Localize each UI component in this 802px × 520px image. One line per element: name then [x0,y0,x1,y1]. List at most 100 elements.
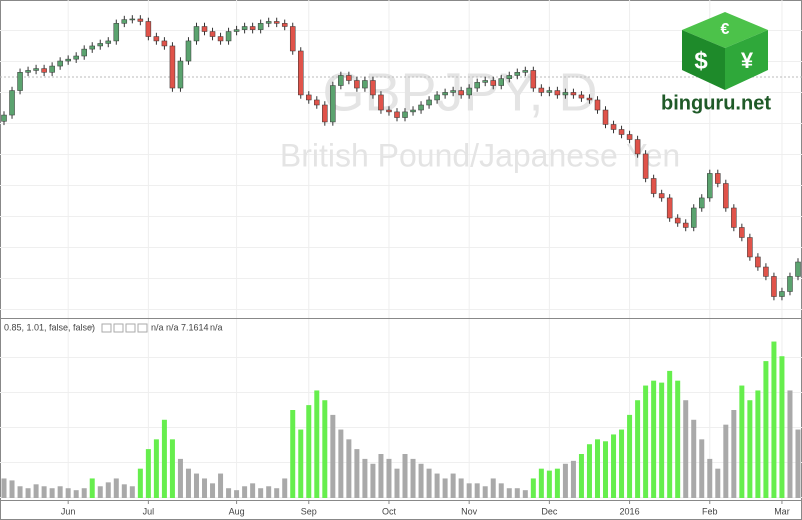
candle-body [530,70,537,89]
icon[interactable] [137,323,148,333]
candle-body [193,26,200,42]
icon[interactable] [113,323,124,333]
histogram-bar [274,488,280,498]
candle-body [161,40,168,47]
candle-body [330,85,336,123]
candle-body [666,197,673,219]
candle-body [370,80,376,96]
histogram-bar [97,486,103,498]
histogram-bar [105,482,111,498]
candle-body [394,111,400,118]
candle-body [378,94,384,111]
candle-body [201,26,208,32]
candle-body [779,291,785,297]
candle-body [129,18,136,21]
histogram-bar [426,468,432,498]
x-tick-label: Dec [541,506,558,516]
histogram-bar [594,439,600,498]
candle-body [153,36,160,42]
dropdown-arrow[interactable]: ▾ [89,323,93,332]
candle-body [771,276,777,297]
candle-body [434,94,440,101]
candle-body [795,261,801,277]
histogram-bar [562,463,568,498]
candle-body [265,21,272,24]
candle-body [490,80,496,86]
candle-body [233,29,240,32]
histogram-bar [466,483,472,498]
candle-body [618,129,625,135]
candle-body [89,45,95,50]
histogram-bar [490,478,496,498]
histogram-bar [89,478,95,498]
candle-body [707,173,713,199]
histogram-bar [314,390,320,498]
histogram-bar [450,473,456,498]
candle-body [482,80,488,83]
candle-body [402,111,408,118]
candle-body [225,31,232,42]
candle-body [634,139,641,155]
histogram-bar [586,444,592,498]
candle-body [81,48,87,57]
histogram-bar [370,463,376,498]
candle-body [281,23,288,27]
histogram-bar [290,410,296,498]
candle-body [450,90,456,93]
x-tick-label: Jun [61,506,76,516]
icon[interactable] [101,323,112,333]
histogram-bar [49,488,55,498]
histogram-bar [330,414,336,498]
candle-body [594,99,601,111]
histogram-bar [731,410,737,498]
candle-body [33,68,39,71]
candle-body [298,50,304,96]
histogram-bar [362,458,368,498]
candle-body [731,207,737,228]
candle-body [426,99,432,106]
histogram-bar [458,478,464,498]
histogram-bar [386,458,392,498]
histogram-bar [474,483,480,498]
candle-body [185,40,192,62]
icon[interactable] [125,323,136,333]
histogram-bar [707,458,713,498]
histogram-bar [33,484,39,498]
histogram-bar [522,490,528,498]
histogram-bar [530,478,536,498]
histogram-bar [234,490,240,498]
candle-body [715,173,721,184]
histogram-bar [322,400,328,498]
histogram-bar [9,480,15,498]
histogram-bar [683,400,689,498]
histogram-bar [346,439,352,498]
histogram-bar [619,429,625,498]
candle-body [458,90,464,96]
candle-body [257,23,264,30]
histogram-bar [739,385,745,498]
histogram-bar [73,490,79,498]
histogram-bar [153,439,159,498]
study-value: 7.1614 [181,322,209,332]
candle-body [410,109,416,113]
candle-body [682,222,689,228]
histogram-bar [779,356,785,498]
histogram-bar [65,488,71,498]
logo-symbol: ¥ [741,48,754,73]
candle-body [658,193,665,199]
histogram-bar [506,488,512,498]
histogram-bar [723,424,729,498]
histogram-bar [113,478,119,498]
brand: binguru.net [661,92,771,114]
candle-body [217,36,224,42]
candle-body [626,134,633,140]
histogram-bar [177,458,183,498]
histogram-bar [25,488,31,498]
candle-body [177,60,184,89]
x-tick-label: Mar [774,506,790,516]
histogram-bar [57,486,63,498]
candle-body [514,72,521,76]
candle-body [25,70,31,73]
histogram-bar [755,390,761,498]
histogram-bar [242,486,248,498]
